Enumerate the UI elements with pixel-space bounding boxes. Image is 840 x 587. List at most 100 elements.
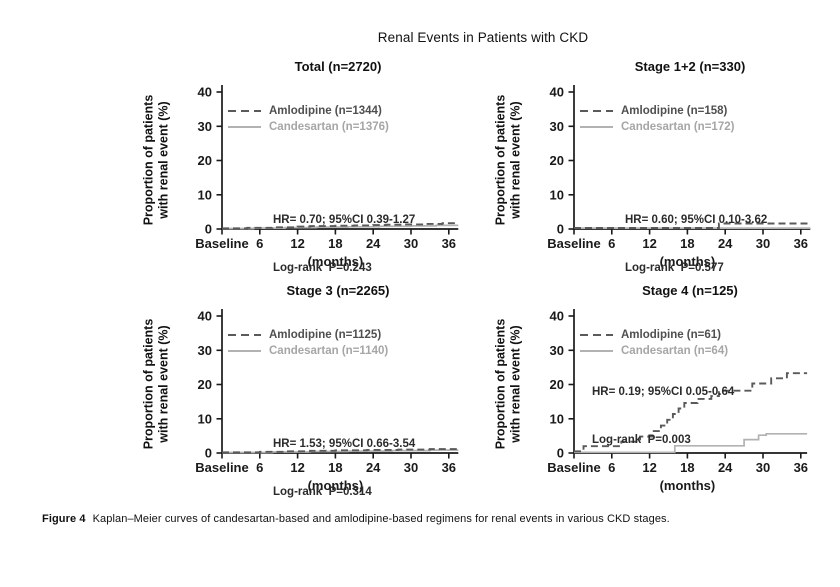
- svg-text:(months): (months): [308, 254, 364, 269]
- svg-text:36: 36: [794, 236, 808, 251]
- svg-text:18: 18: [680, 460, 694, 475]
- svg-text:0: 0: [557, 222, 564, 237]
- svg-text:30: 30: [756, 236, 770, 251]
- km-chart-stage-1-2: 0 10 20 30 40 Baseline 6 12 18 24 30 36 (months): [547, 85, 811, 269]
- svg-text:6: 6: [608, 460, 615, 475]
- stats-annotation: HR= 1.53; 95%CI 0.66-3.54 Log-rank P=0.3…: [273, 404, 415, 533]
- legend: Amlodipine (n=158) Candesartan (n=172): [580, 103, 734, 135]
- svg-text:12: 12: [290, 236, 304, 251]
- y-axis-label: Proportion of patients with renal event …: [492, 283, 526, 497]
- y-axis-label-line2: with renal event (%): [508, 325, 522, 443]
- svg-text:24: 24: [366, 236, 381, 251]
- svg-text:Baseline: Baseline: [195, 460, 248, 475]
- svg-text:18: 18: [680, 236, 694, 251]
- stats-annotation: HR= 0.70; 95%CI 0.39-1.27 Log-rank P=0.2…: [273, 180, 415, 309]
- svg-text:18: 18: [328, 236, 342, 251]
- candesartan-line-sample: [580, 125, 613, 129]
- km-chart-total: 0 10 20 30 40 Baseline 6 12 18 24 30 36 (months): [195, 85, 459, 269]
- legend-candesartan: Candesartan (n=1376): [269, 121, 389, 133]
- legend: Amlodipine (n=61) Candesartan (n=64): [580, 327, 728, 359]
- svg-text:0: 0: [557, 446, 564, 461]
- candesartan-line-sample: [580, 349, 613, 353]
- y-axis-label: Proportion of patients with renal event …: [492, 59, 526, 273]
- panel-stage-4: Proportion of patients with renal event …: [492, 283, 826, 497]
- panel-stage-3: Proportion of patients with renal event …: [140, 283, 474, 498]
- y-axis-label-line1: Proportion of patients: [493, 318, 508, 450]
- y-axis-label-line2: with renal event (%): [156, 325, 170, 443]
- log-rank-text: Log-rank P=0.003: [592, 434, 691, 447]
- legend-amlodipine: Amlodipine (n=158): [621, 105, 728, 117]
- figure-caption: Figure 4 Kaplan–Meier curves of candesart…: [42, 513, 812, 525]
- svg-text:40: 40: [550, 309, 564, 324]
- svg-text:24: 24: [366, 460, 381, 475]
- amlodipine-line-sample: [580, 109, 613, 113]
- svg-text:10: 10: [550, 411, 564, 426]
- svg-text:36: 36: [794, 460, 808, 475]
- svg-text:30: 30: [550, 343, 564, 358]
- amlodipine-line-sample: [228, 333, 261, 337]
- legend-amlodipine: Amlodipine (n=61): [621, 329, 721, 341]
- svg-text:Baseline: Baseline: [547, 460, 600, 475]
- legend-amlodipine: Amlodipine (n=1125): [269, 329, 382, 341]
- svg-text:0: 0: [205, 222, 212, 237]
- hazard-ratio-text: HR= 1.53; 95%CI 0.66-3.54: [273, 438, 416, 451]
- svg-text:24: 24: [718, 460, 733, 475]
- svg-text:30: 30: [404, 460, 418, 475]
- svg-text:40: 40: [550, 85, 564, 100]
- panel-title: Total (n=2720): [294, 59, 382, 74]
- amlodipine-line-sample: [228, 109, 261, 113]
- stats-annotation: HR= 0.60; 95%CI 0.10-3.62 Log-rank P=0.5…: [625, 180, 767, 309]
- svg-text:10: 10: [550, 187, 564, 202]
- svg-text:Baseline: Baseline: [547, 236, 600, 251]
- svg-text:10: 10: [198, 187, 212, 202]
- svg-text:30: 30: [198, 343, 212, 358]
- svg-text:36: 36: [442, 460, 456, 475]
- log-rank-text: Log-rank P=0.243: [273, 262, 372, 275]
- y-axis-label-line1: Proportion of patients: [141, 94, 156, 226]
- svg-text:20: 20: [550, 153, 564, 168]
- figure-caption-text: Kaplan–Meier curves of candesartan-based…: [92, 513, 670, 525]
- svg-text:Baseline: Baseline: [195, 236, 248, 251]
- km-chart-stage-3: 0 10 20 30 40 Baseline 6 12 18 24 30 36 (months): [195, 309, 459, 493]
- svg-text:40: 40: [198, 309, 212, 324]
- panel-stage-1-2: Proportion of patients with renal event …: [492, 59, 826, 274]
- hazard-ratio-text: HR= 0.70; 95%CI 0.39-1.27: [273, 214, 416, 227]
- hazard-ratio-text: HR= 0.60; 95%CI 0.10-3.62: [625, 214, 768, 227]
- svg-text:(months): (months): [660, 478, 716, 493]
- svg-text:36: 36: [442, 236, 456, 251]
- y-axis-label: Proportion of patients with renal event …: [140, 59, 174, 273]
- svg-text:10: 10: [198, 411, 212, 426]
- y-axis-label-line2: with renal event (%): [508, 101, 522, 219]
- panel-title: Stage 4 (n=125): [642, 283, 738, 298]
- svg-text:12: 12: [642, 460, 656, 475]
- panel-title: Stage 3 (n=2265): [286, 283, 390, 298]
- log-rank-text: Log-rank P=0.314: [273, 486, 372, 499]
- panel-title: Stage 1+2 (n=330): [634, 59, 746, 74]
- svg-text:(months): (months): [308, 478, 364, 493]
- legend-candesartan: Candesartan (n=172): [621, 121, 735, 133]
- svg-text:30: 30: [404, 236, 418, 251]
- figure-caption-label: Figure 4: [42, 513, 86, 525]
- log-rank-text: Log-rank P=0.577: [625, 262, 724, 275]
- legend-amlodipine: Amlodipine (n=1344): [269, 105, 382, 117]
- svg-text:12: 12: [642, 236, 656, 251]
- candesartan-line-sample: [228, 349, 261, 353]
- svg-text:20: 20: [198, 377, 212, 392]
- figure-title: Renal Events in Patients with CKD: [377, 30, 589, 45]
- svg-text:30: 30: [550, 119, 564, 134]
- amlodipine-line-sample: [580, 333, 613, 337]
- legend: Amlodipine (n=1344) Candesartan (n=1376): [228, 103, 389, 135]
- svg-text:0: 0: [205, 446, 212, 461]
- candesartan-line-sample: [228, 125, 261, 129]
- svg-text:20: 20: [550, 377, 564, 392]
- svg-text:40: 40: [198, 85, 212, 100]
- panel-total: Proportion of patients with renal event …: [140, 59, 474, 274]
- svg-text:6: 6: [608, 236, 615, 251]
- y-axis-label-line1: Proportion of patients: [493, 94, 508, 226]
- svg-text:30: 30: [756, 460, 770, 475]
- y-axis-label-line1: Proportion of patients: [141, 318, 156, 450]
- stats-annotation: HR= 0.19; 95%CI 0.05-0.64 Log-rank P=0.0…: [592, 352, 734, 481]
- hazard-ratio-text: HR= 0.19; 95%CI 0.05-0.64: [592, 386, 735, 399]
- y-axis-label-line2: with renal event (%): [156, 101, 170, 219]
- y-axis-label: Proportion of patients with renal event …: [140, 283, 174, 497]
